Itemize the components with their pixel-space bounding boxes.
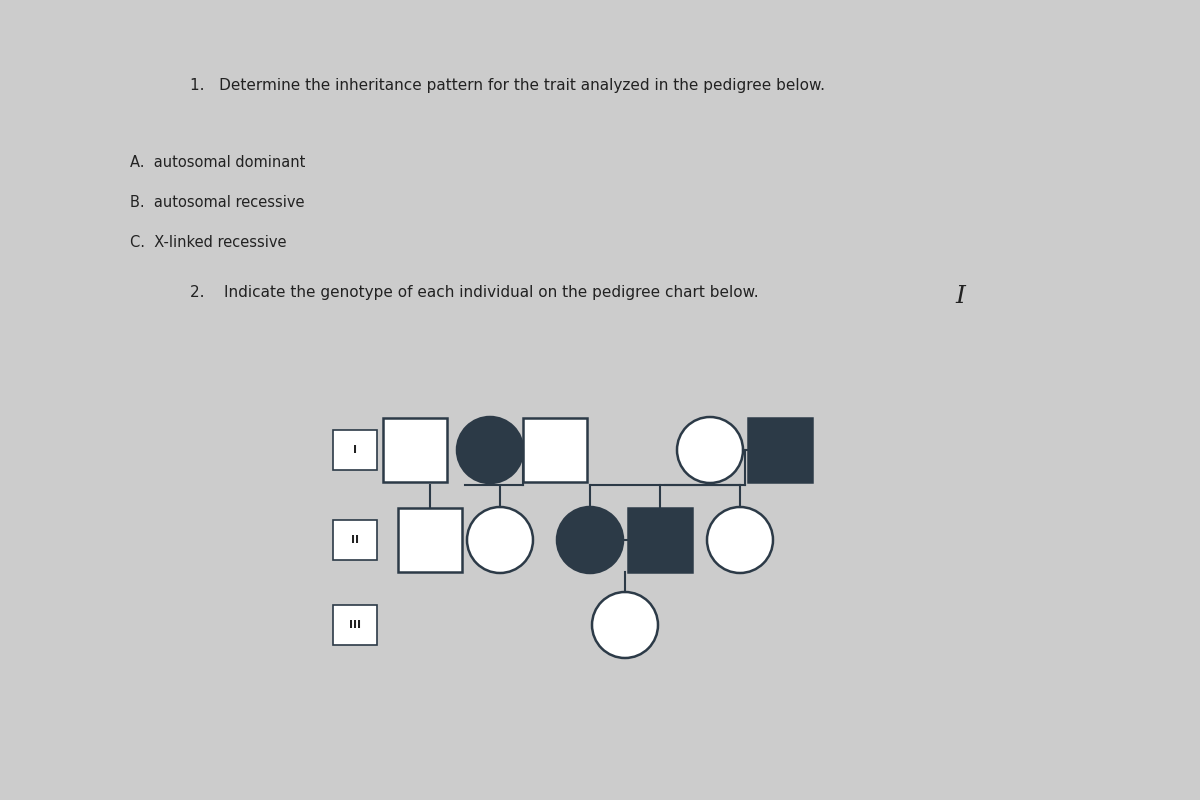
Circle shape: [457, 417, 523, 483]
Bar: [334, 520, 377, 560]
Bar: [334, 605, 377, 645]
Circle shape: [557, 507, 623, 573]
Text: 2.    Indicate the genotype of each individual on the pedigree chart below.: 2. Indicate the genotype of each individ…: [190, 285, 758, 300]
Circle shape: [592, 592, 658, 658]
Circle shape: [677, 417, 743, 483]
Text: 1.   Determine the inheritance pattern for the trait analyzed in the pedigree be: 1. Determine the inheritance pattern for…: [190, 78, 826, 93]
Text: I: I: [955, 285, 965, 308]
Text: B.  autosomal recessive: B. autosomal recessive: [130, 195, 305, 210]
Bar: [334, 430, 377, 470]
Bar: [628, 508, 692, 572]
Bar: [523, 418, 587, 482]
Text: I: I: [353, 445, 358, 455]
Text: II: II: [352, 535, 359, 545]
Text: III: III: [349, 620, 361, 630]
Bar: [383, 418, 446, 482]
Circle shape: [467, 507, 533, 573]
Circle shape: [707, 507, 773, 573]
Bar: [398, 508, 462, 572]
Bar: [748, 418, 812, 482]
Text: C.  X-linked recessive: C. X-linked recessive: [130, 235, 287, 250]
Text: A.  autosomal dominant: A. autosomal dominant: [130, 155, 305, 170]
